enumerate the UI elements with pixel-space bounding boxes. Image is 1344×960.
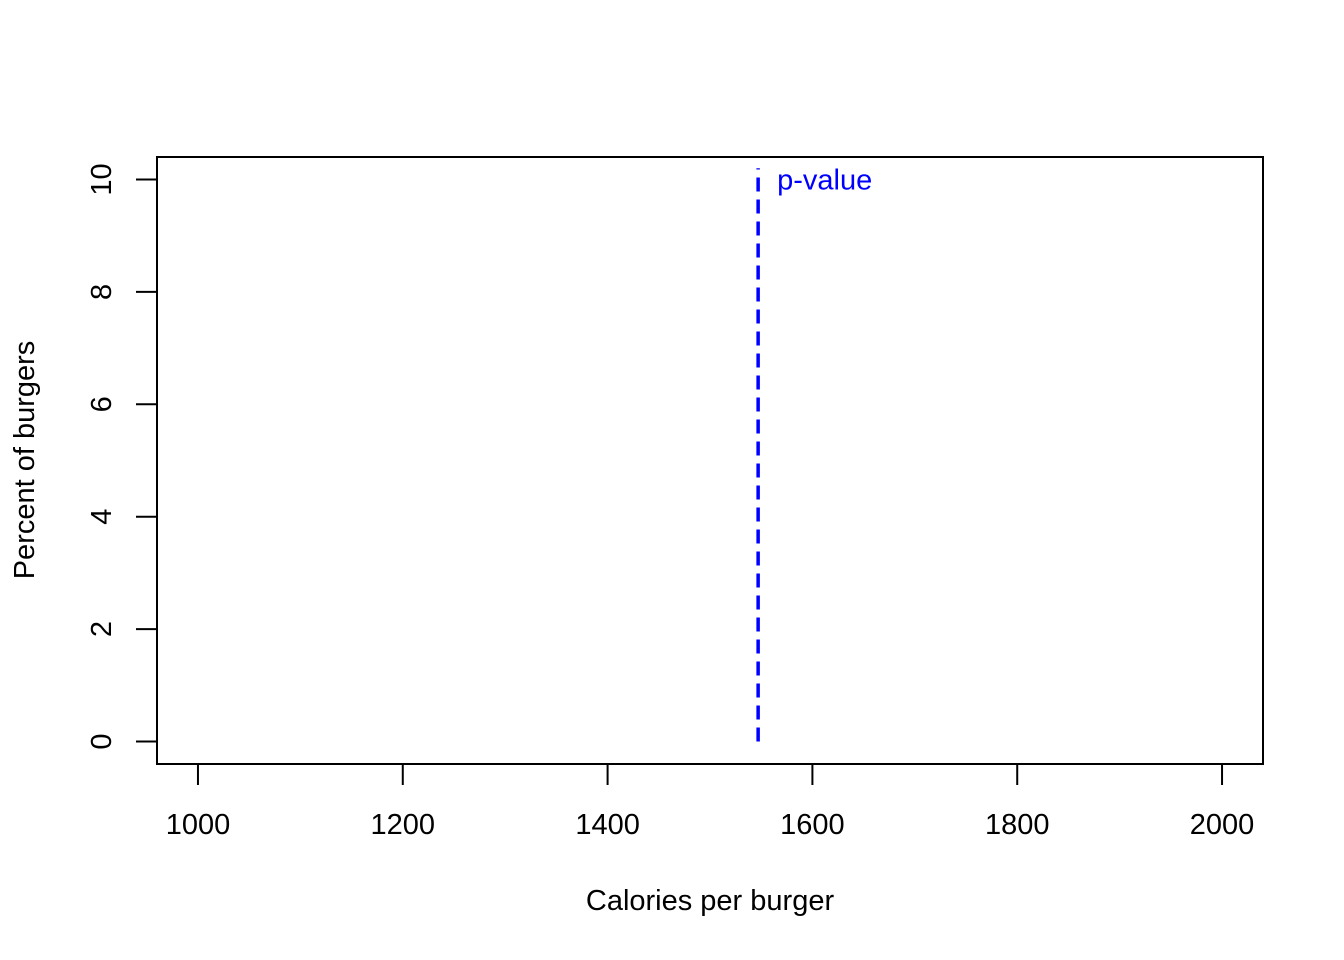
p-value-label: p-value [777, 164, 872, 196]
plot-frame [156, 156, 1264, 765]
x-tick-label: 1200 [371, 809, 436, 841]
x-axis: 1000 1200 1400 1600 1800 2000 [166, 763, 1255, 841]
x-axis-label: Calories per burger [586, 885, 835, 917]
y-axis: 0 2 4 6 8 10 [86, 163, 158, 750]
x-tick-label: 1600 [780, 809, 845, 841]
x-tick-label: 1000 [166, 809, 231, 841]
y-tick-label: 10 [86, 163, 118, 195]
y-tick-label: 6 [86, 396, 118, 412]
x-tick-label: 1800 [985, 809, 1050, 841]
x-tick-label: 2000 [1190, 809, 1255, 841]
y-tick-label: 0 [86, 733, 118, 749]
x-tick-label: 1400 [575, 809, 640, 841]
y-tick-label: 2 [86, 621, 118, 637]
reference-layer: p-value [756, 164, 872, 742]
y-tick-label: 8 [86, 284, 118, 300]
y-tick-label: 4 [86, 509, 118, 525]
y-axis-label: Percent of burgers [9, 341, 41, 580]
